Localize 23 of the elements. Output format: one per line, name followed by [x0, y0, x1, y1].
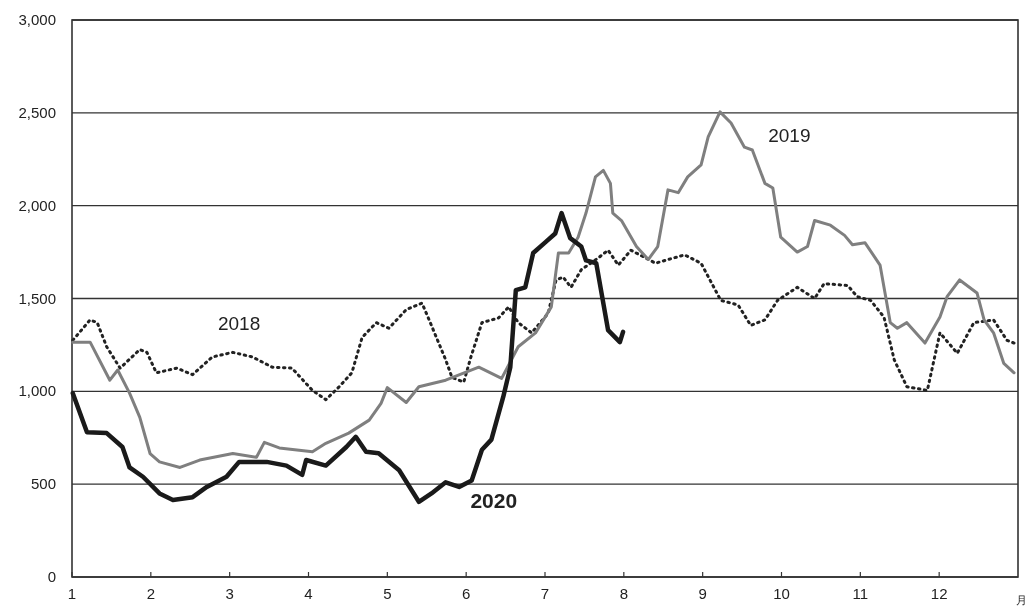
x-tick-label: 2: [146, 585, 156, 602]
x-tick-label: 4: [304, 585, 313, 602]
series-label: 2019: [768, 124, 811, 146]
y-tick-label: 2,500: [18, 103, 56, 121]
x-tick-label: 11: [852, 585, 869, 602]
x-tick-label: 10: [773, 585, 790, 602]
series-label: 2018: [217, 313, 261, 335]
series-label: 2020: [470, 489, 518, 513]
x-tick-label: 7: [540, 585, 550, 602]
y-tick-label: 500: [30, 475, 56, 493]
x-tick-label: 6: [461, 585, 471, 602]
y-tick-label: 1,000: [18, 382, 56, 400]
x-tick-label: 9: [698, 585, 707, 602]
x-tick-label: 8: [619, 585, 629, 602]
y-tick-label: 1,500: [18, 289, 56, 307]
x-axis-title: 月: [1015, 594, 1027, 606]
y-tick-label: 2,000: [18, 196, 56, 214]
x-tick-label: 3: [225, 585, 234, 602]
x-tick-label: 5: [383, 585, 392, 602]
y-tick-label: 3,000: [18, 11, 56, 28]
x-tick-label: 1: [67, 585, 77, 602]
x-tick-label: 12: [930, 585, 948, 602]
y-tick-label: 0: [47, 568, 56, 585]
